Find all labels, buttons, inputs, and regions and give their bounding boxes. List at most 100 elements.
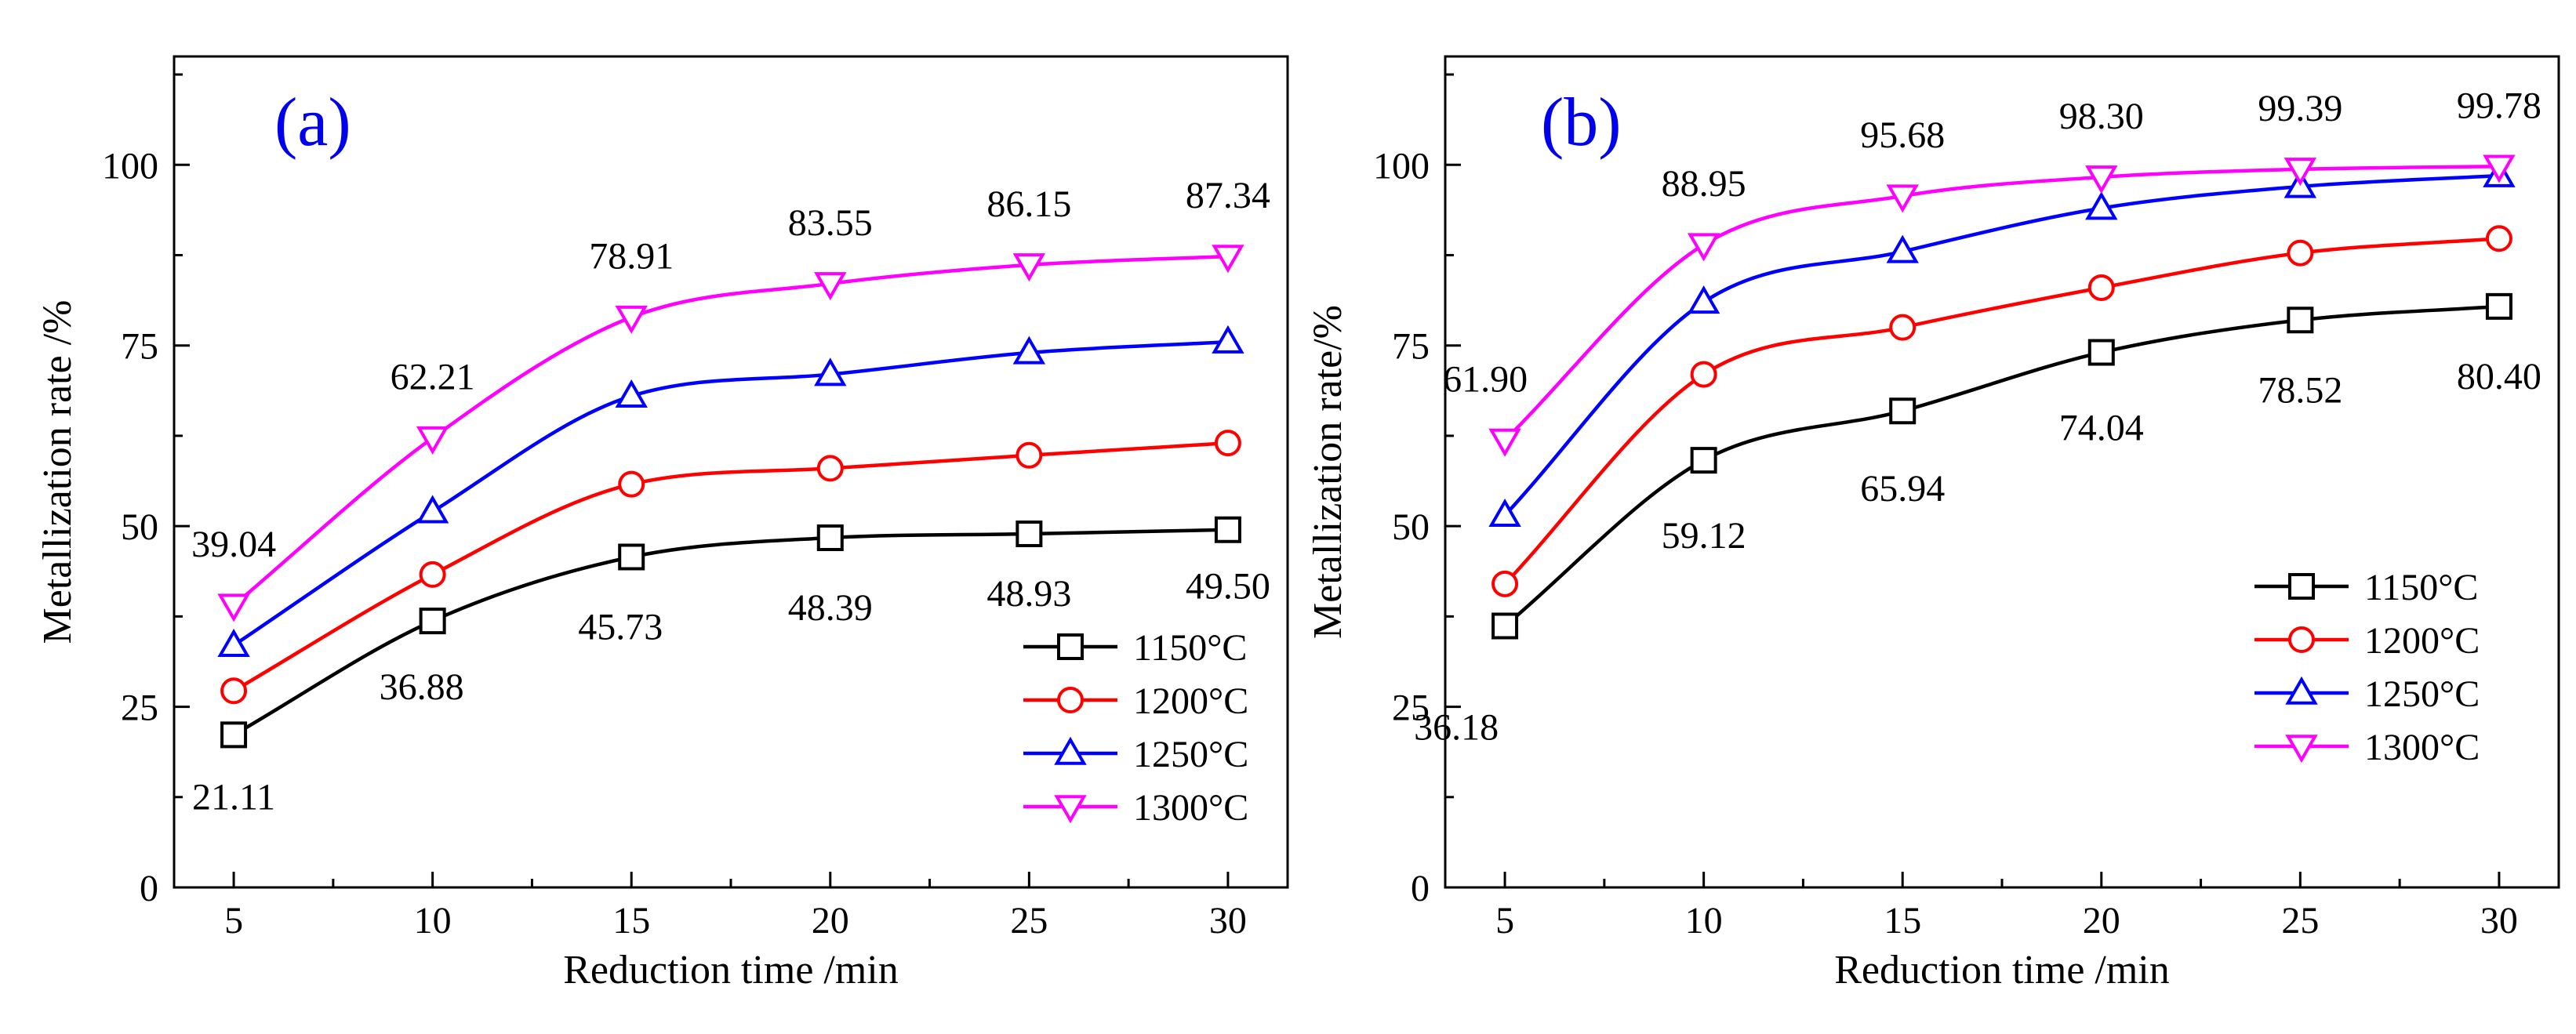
x-axis-title: Reduction time /min	[563, 948, 899, 992]
series-1250c	[1488, 158, 2516, 528]
data-label: 62.21	[391, 357, 475, 398]
data-point	[419, 608, 446, 635]
data-point	[1886, 184, 1919, 213]
y-tick-label: 25	[1392, 688, 1430, 729]
x-tick-label: 30	[1209, 900, 1247, 941]
data-point	[220, 721, 248, 749]
data-point	[2284, 158, 2317, 187]
y-tick-label: 75	[121, 326, 158, 368]
data-point	[1212, 245, 1244, 274]
series-line	[232, 441, 1229, 693]
legend-marker	[1057, 633, 1084, 660]
series-1200c	[1491, 225, 2512, 597]
data-point	[1687, 285, 1720, 314]
legend-label: 1250°C	[2364, 673, 2480, 715]
x-tick-label: 25	[2281, 900, 2319, 941]
series-line	[1503, 237, 2500, 586]
data-point	[416, 495, 449, 524]
panel-label: (a)	[274, 85, 351, 161]
series-line	[1503, 304, 2500, 628]
data-point	[1214, 516, 1241, 543]
data-point	[1886, 234, 1919, 263]
data-label: 48.39	[788, 587, 873, 629]
data-point	[2287, 307, 2314, 334]
y-tick-label: 100	[1373, 145, 1430, 187]
x-tick-label: 20	[812, 900, 849, 941]
data-point	[217, 628, 250, 657]
data-label: 78.91	[589, 236, 674, 278]
legend-marker	[1054, 736, 1087, 765]
series-line	[232, 528, 1228, 737]
data-point	[1889, 397, 1917, 425]
y-tick-label: 50	[1392, 506, 1430, 548]
data-point	[1690, 447, 1717, 474]
data-label: 59.12	[1662, 515, 1746, 557]
series-1300c	[1488, 154, 2516, 457]
data-point	[1212, 325, 1244, 354]
data-point	[2287, 239, 2314, 267]
y-tick-label: 75	[1392, 326, 1430, 368]
legend: 1150°C 1200°C 1250°C 1300°C	[2254, 567, 2480, 768]
data-point	[220, 677, 248, 705]
x-tick-label: 15	[1884, 900, 1921, 941]
data-point	[416, 426, 449, 455]
data-label: 78.52	[2258, 369, 2342, 411]
data-point	[2485, 225, 2512, 252]
series-1200c	[220, 430, 1241, 705]
legend-marker	[2288, 573, 2315, 600]
data-point	[1687, 233, 1720, 262]
data-point	[1012, 336, 1046, 365]
data-label: 98.30	[2059, 96, 2144, 137]
x-tick-label: 30	[2480, 900, 2518, 941]
data-label: 80.40	[2457, 356, 2541, 397]
series-1150c	[220, 516, 1241, 749]
chart-panel-b: 0 25 50 75 100 5 10 15 20 25 30 Reduction time /min…	[1306, 55, 2560, 992]
data-label: 99.39	[2258, 88, 2342, 129]
legend-marker	[2288, 626, 2315, 653]
legend-label: 1150°C	[2364, 567, 2478, 608]
data-label: 45.73	[578, 606, 663, 648]
data-point	[618, 543, 645, 571]
data-label: 99.78	[2457, 85, 2541, 126]
x-tick-label: 20	[2083, 900, 2120, 941]
legend-label: 1300°C	[2364, 727, 2480, 768]
x-tick-label: 10	[1685, 900, 1723, 941]
data-label: 88.95	[1662, 163, 1746, 205]
series-line	[232, 339, 1229, 648]
data-point	[2085, 191, 2118, 220]
legend-marker	[1057, 687, 1084, 713]
legend-label: 1300°C	[1133, 787, 1248, 829]
data-point	[1016, 520, 1043, 547]
chart-panel-a: 0 25 50 75 100 5 10 15 20 25 30 Reduction time /min…	[35, 55, 1289, 992]
legend-marker	[1054, 795, 1087, 824]
data-point	[2087, 274, 2115, 301]
data-point	[1214, 430, 1241, 457]
series-line	[1503, 165, 2499, 442]
data-point	[814, 272, 847, 301]
series-1150c	[1491, 292, 2512, 640]
data-point	[1016, 441, 1043, 469]
data-label: 74.04	[2059, 408, 2144, 449]
data-point	[618, 470, 645, 498]
data-point	[615, 305, 648, 334]
series-1250c	[217, 325, 1244, 657]
x-tick-label: 10	[414, 900, 452, 941]
data-label: 48.93	[986, 573, 1071, 615]
data-label: 87.34	[1186, 175, 1270, 216]
data-point	[1491, 570, 1519, 597]
data-label: 83.55	[788, 202, 873, 244]
y-tick-label: 0	[1411, 868, 1430, 909]
legend-label: 1200°C	[2364, 620, 2480, 662]
data-point	[2087, 339, 2115, 366]
y-tick-label: 100	[102, 145, 158, 187]
data-point	[2085, 165, 2118, 194]
y-axis-title: Metallization rate /%	[35, 300, 80, 644]
data-point	[2485, 292, 2512, 320]
x-tick-label: 5	[224, 900, 243, 941]
data-point	[1488, 499, 1521, 528]
data-point	[816, 524, 844, 551]
data-label: 86.15	[986, 183, 1071, 225]
y-axis-title: Metallization rate/%	[1306, 305, 1350, 639]
data-point	[615, 379, 648, 408]
